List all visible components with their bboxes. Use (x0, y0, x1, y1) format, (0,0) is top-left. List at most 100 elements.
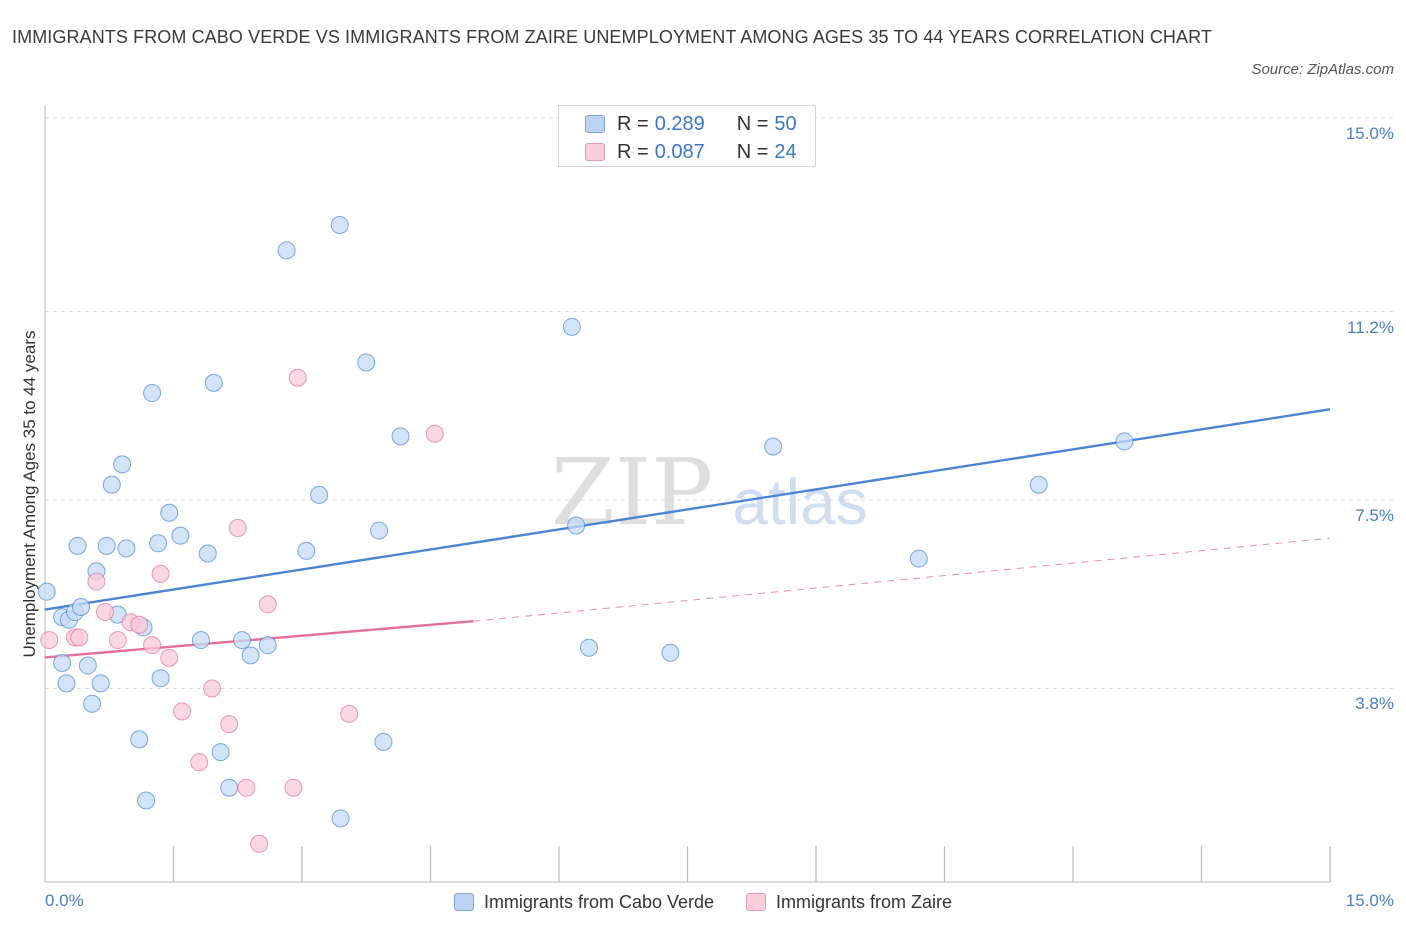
point-cabo-verde (97, 536, 116, 555)
y-axis-label: Unemployment Among Ages 35 to 44 years (20, 330, 39, 658)
legend-n-value: 24 (774, 140, 797, 163)
axes (44, 105, 1331, 883)
point-cabo-verde (204, 373, 223, 392)
point-cabo-verde (562, 317, 581, 336)
trend-extension-zaire (473, 537, 1331, 622)
legend-row-zaire: R = 0.087 N = 24 (585, 139, 797, 165)
point-cabo-verde (171, 526, 190, 545)
series-swatch-zaire (746, 893, 767, 911)
point-zaire (160, 648, 179, 667)
point-cabo-verde (1029, 475, 1048, 494)
point-zaire (284, 778, 303, 797)
point-cabo-verde (57, 674, 76, 693)
x-tick-label-min: 0.0% (45, 891, 84, 910)
point-cabo-verde (357, 353, 376, 372)
point-cabo-verde (149, 534, 168, 553)
legend-r-label: R = (617, 140, 649, 163)
series-legend: Immigrants from Cabo Verde Immigrants fr… (0, 888, 1406, 916)
point-zaire (173, 702, 192, 721)
watermark-atlas: atlas (732, 466, 867, 538)
series-swatch-cabo-verde (453, 893, 474, 911)
legend-n-value: 50 (774, 112, 797, 135)
point-cabo-verde (297, 541, 316, 560)
series-legend-cabo-verde[interactable]: Immigrants from Cabo Verde (453, 891, 715, 913)
chart-title: IMMIGRANTS FROM CABO VERDE VS IMMIGRANTS… (12, 27, 1212, 47)
point-zaire (258, 595, 277, 614)
point-cabo-verde (191, 631, 210, 650)
point-zaire (87, 572, 106, 591)
point-cabo-verde (91, 674, 110, 693)
point-cabo-verde (137, 791, 156, 810)
legend-row-cabo-verde: R = 0.289 N = 50 (585, 111, 797, 137)
legend-n-label: N = (736, 140, 769, 163)
point-zaire (151, 564, 170, 583)
point-zaire (203, 679, 222, 698)
point-cabo-verde (579, 638, 598, 657)
point-zaire (228, 519, 247, 538)
point-cabo-verde (53, 653, 72, 672)
point-zaire (250, 834, 269, 853)
point-cabo-verde (68, 536, 87, 555)
point-cabo-verde (241, 646, 260, 665)
point-cabo-verde (310, 485, 329, 504)
point-cabo-verde (233, 631, 252, 650)
point-cabo-verde (1115, 432, 1134, 451)
gridlines (45, 117, 1395, 689)
point-zaire (190, 753, 209, 772)
y-tick-label: 11.2% (1347, 317, 1394, 337)
point-cabo-verde (78, 656, 97, 675)
point-cabo-verde (567, 516, 586, 535)
point-zaire (130, 615, 149, 634)
legend-r-value: 0.289 (654, 112, 705, 135)
trend-line-zaire (44, 620, 474, 659)
point-cabo-verde (102, 475, 121, 494)
legend-swatch-zaire (585, 143, 605, 161)
point-cabo-verde (331, 809, 350, 828)
y-tick-label: 15.0% (1345, 124, 1394, 143)
point-zaire (340, 704, 359, 723)
point-cabo-verde (71, 597, 90, 616)
point-cabo-verde (764, 437, 783, 456)
y-tick-label: 7.5% (1355, 506, 1394, 525)
point-zaire (95, 603, 114, 622)
point-cabo-verde (83, 694, 102, 713)
legend-r-label: R = (617, 112, 649, 135)
point-cabo-verde (117, 539, 136, 558)
point-cabo-verde (151, 669, 170, 688)
source-label: Source: ZipAtlas.com (1251, 61, 1394, 78)
legend-n-label: N = (736, 112, 769, 135)
y-tick-label: 3.8% (1355, 694, 1394, 714)
point-cabo-verde (211, 743, 230, 762)
series-legend-zaire[interactable]: Immigrants from Zaire (746, 892, 952, 913)
point-cabo-verde (113, 455, 132, 474)
point-cabo-verde (258, 636, 277, 655)
point-cabo-verde (661, 643, 680, 662)
point-zaire (40, 631, 59, 650)
point-zaire (220, 715, 239, 734)
point-cabo-verde (391, 427, 410, 446)
point-zaire (108, 631, 127, 650)
point-zaire (70, 628, 89, 647)
data-points (37, 215, 1134, 853)
series-label-cabo-verde: Immigrants from Cabo Verde (483, 891, 715, 912)
point-cabo-verde (198, 544, 217, 563)
point-cabo-verde (160, 503, 179, 522)
point-cabo-verde (330, 215, 349, 234)
series-label-zaire: Immigrants from Zaire (776, 891, 953, 912)
point-cabo-verde (37, 582, 56, 601)
point-cabo-verde (220, 778, 239, 797)
point-cabo-verde (909, 549, 928, 568)
point-cabo-verde (277, 241, 296, 260)
point-zaire (425, 424, 444, 443)
legend-swatch-cabo-verde (585, 115, 605, 133)
legend-r-value: 0.087 (654, 140, 705, 163)
point-cabo-verde (374, 732, 393, 751)
point-cabo-verde (370, 521, 389, 540)
correlation-legend: R = 0.289 N = 50 R = 0.087 N = 24 (558, 105, 816, 167)
point-zaire (288, 368, 307, 387)
point-zaire (143, 636, 162, 655)
point-cabo-verde (143, 384, 162, 403)
point-cabo-verde (130, 730, 149, 749)
point-zaire (237, 778, 256, 797)
